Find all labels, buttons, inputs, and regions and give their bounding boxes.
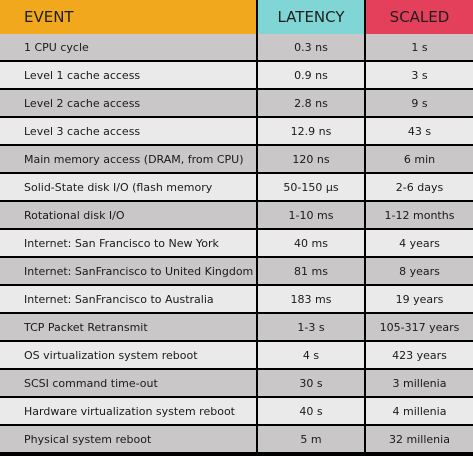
- event-cell: Internet: SanFrancisco to United Kingdom: [0, 258, 256, 284]
- scaled-cell: 19 years: [366, 286, 473, 312]
- latency-cell: 1-10 ms: [258, 202, 364, 228]
- scaled-cell: 4 years: [366, 230, 473, 256]
- table-row: Internet: SanFrancisco to United Kingdom…: [0, 258, 473, 284]
- event-cell: Physical system reboot: [0, 426, 256, 452]
- scaled-cell: 1-12 months: [366, 202, 473, 228]
- event-cell: Level 2 cache access: [0, 90, 256, 116]
- event-cell: 1 CPU cycle: [0, 34, 256, 60]
- table-row: Level 2 cache access 2.8 ns 9 s: [0, 90, 473, 116]
- table-row: Internet: SanFrancisco to Australia 183 …: [0, 286, 473, 312]
- event-cell: Hardware virtualization system reboot: [0, 398, 256, 424]
- event-cell: Internet: San Francisco to New York: [0, 230, 256, 256]
- latency-cell: 4 s: [258, 342, 364, 368]
- table-row: Hardware virtualization system reboot 40…: [0, 398, 473, 424]
- latency-cell: 40 s: [258, 398, 364, 424]
- latency-cell: 81 ms: [258, 258, 364, 284]
- table-row: 1 CPU cycle 0.3 ns 1 s: [0, 34, 473, 60]
- latency-cell: 183 ms: [258, 286, 364, 312]
- event-cell: Internet: SanFrancisco to Australia: [0, 286, 256, 312]
- latency-cell: 30 s: [258, 370, 364, 396]
- table-row: Solid-State disk I/O (flash memory 50-15…: [0, 174, 473, 200]
- table-row: Internet: San Francisco to New York 40 m…: [0, 230, 473, 256]
- scaled-cell: 3 s: [366, 62, 473, 88]
- latency-cell: 12.9 ns: [258, 118, 364, 144]
- latency-column-header: LATENCY: [258, 0, 364, 34]
- scaled-cell: 1 s: [366, 34, 473, 60]
- scaled-cell: 105-317 years: [366, 314, 473, 340]
- latency-cell: 0.3 ns: [258, 34, 364, 60]
- event-cell: Level 3 cache access: [0, 118, 256, 144]
- table-row: SCSI command time-out 30 s 3 millenia: [0, 370, 473, 396]
- latency-cell: 5 m: [258, 426, 364, 452]
- latency-cell: 40 ms: [258, 230, 364, 256]
- scaled-cell: 6 min: [366, 146, 473, 172]
- event-cell: Rotational disk I/O: [0, 202, 256, 228]
- event-cell: OS virtualization system reboot: [0, 342, 256, 368]
- scaled-cell: 423 years: [366, 342, 473, 368]
- table-row: Rotational disk I/O 1-10 ms 1-12 months: [0, 202, 473, 228]
- event-cell: Level 1 cache access: [0, 62, 256, 88]
- latency-cell: 0.9 ns: [258, 62, 364, 88]
- table-row: Physical system reboot 5 m 32 millenia: [0, 426, 473, 452]
- scaled-cell: 9 s: [366, 90, 473, 116]
- scaled-cell: 32 millenia: [366, 426, 473, 452]
- table-row: Level 3 cache access 12.9 ns 43 s: [0, 118, 473, 144]
- scaled-cell: 8 years: [366, 258, 473, 284]
- table-row: Level 1 cache access 0.9 ns 3 s: [0, 62, 473, 88]
- event-column-header: EVENT: [0, 0, 256, 34]
- latency-cell: 2.8 ns: [258, 90, 364, 116]
- latency-cell: 120 ns: [258, 146, 364, 172]
- table-row: TCP Packet Retransmit 1-3 s 105-317 year…: [0, 314, 473, 340]
- table-row: Main memory access (DRAM, from CPU) 120 …: [0, 146, 473, 172]
- event-cell: SCSI command time-out: [0, 370, 256, 396]
- scaled-cell: 2-6 days: [366, 174, 473, 200]
- latency-cell: 50-150 µs: [258, 174, 364, 200]
- latency-cell: 1-3 s: [258, 314, 364, 340]
- event-cell: Main memory access (DRAM, from CPU): [0, 146, 256, 172]
- event-cell: TCP Packet Retransmit: [0, 314, 256, 340]
- event-cell: Solid-State disk I/O (flash memory: [0, 174, 256, 200]
- scaled-cell: 4 millenia: [366, 398, 473, 424]
- scaled-cell: 3 millenia: [366, 370, 473, 396]
- scaled-column-header: SCALED: [366, 0, 473, 34]
- table-row: OS virtualization system reboot 4 s 423 …: [0, 342, 473, 368]
- scaled-cell: 43 s: [366, 118, 473, 144]
